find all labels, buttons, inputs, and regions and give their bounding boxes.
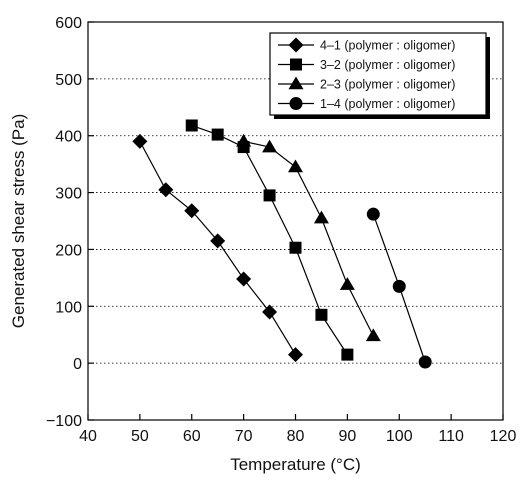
x-axis-title: Temperature (°C) [230, 455, 361, 474]
data-point-diamond [132, 133, 148, 149]
data-point-diamond [236, 271, 252, 287]
data-point-triangle [262, 139, 278, 153]
data-point-circle [366, 207, 380, 221]
data-point-diamond [262, 304, 278, 320]
axis-ticks: 40 50 60 70 80 90 100 110 120 −100 0 100 200 300 400 50… [46, 15, 516, 445]
data-point-square [263, 189, 276, 202]
legend-marker-circle [289, 97, 303, 110]
series-layer [132, 119, 432, 369]
grid-lines [88, 78, 503, 364]
y-axis-title: Generated shear stress (Pa) [9, 114, 28, 328]
series-square [185, 119, 354, 361]
legend-label: 1–4 (polymer : oligomer) [320, 97, 455, 111]
x-tick-label: 70 [235, 428, 253, 445]
legend-marker-triangle [288, 76, 304, 90]
x-tick-label: 60 [183, 428, 201, 445]
legend-marker-diamond [288, 37, 304, 53]
y-tick-label: 400 [55, 129, 82, 146]
x-tick-label: 90 [338, 428, 356, 445]
legend-box [269, 32, 487, 116]
data-point-triangle [236, 133, 252, 147]
legend: 4–1 (polymer : oligomer) 3–2 (polymer : o… [269, 32, 490, 119]
series-diamond [132, 133, 303, 363]
data-point-square [185, 119, 198, 132]
y-tick-label: 100 [55, 299, 82, 316]
legend-label: 3–2 (polymer : oligomer) [320, 58, 455, 72]
legend-label: 2–3 (polymer : oligomer) [320, 78, 455, 92]
x-tick-label: 80 [287, 428, 305, 445]
x-tick-label: 100 [386, 428, 413, 445]
data-point-triangle [365, 328, 381, 342]
y-tick-label: −100 [46, 413, 82, 430]
legend-label: 4–1 (polymer : oligomer) [320, 39, 455, 53]
series-circle [366, 207, 432, 369]
series-triangle [236, 133, 381, 342]
data-point-circle [418, 355, 432, 369]
data-point-square [289, 241, 302, 254]
data-point-diamond [184, 203, 200, 219]
x-tick-label: 120 [490, 428, 517, 445]
data-point-circle [392, 279, 406, 293]
y-tick-label: 0 [73, 356, 82, 373]
x-tick-label: 110 [438, 428, 464, 445]
data-point-triangle [288, 159, 303, 173]
data-point-diamond [210, 233, 226, 249]
data-point-diamond [158, 182, 174, 198]
legend-marker-square [290, 58, 302, 71]
y-tick-label: 600 [55, 15, 82, 32]
y-tick-label: 300 [55, 186, 82, 203]
y-tick-label: 200 [55, 242, 82, 259]
data-point-triangle [313, 210, 329, 224]
data-point-diamond [288, 347, 303, 363]
data-point-triangle [339, 277, 355, 290]
data-point-square [211, 128, 224, 141]
series-line [243, 140, 374, 337]
x-tick-label: 50 [131, 428, 149, 445]
data-point-square [341, 348, 354, 361]
y-tick-label: 500 [55, 72, 82, 89]
x-tick-label: 40 [79, 428, 97, 445]
data-point-square [315, 308, 328, 321]
